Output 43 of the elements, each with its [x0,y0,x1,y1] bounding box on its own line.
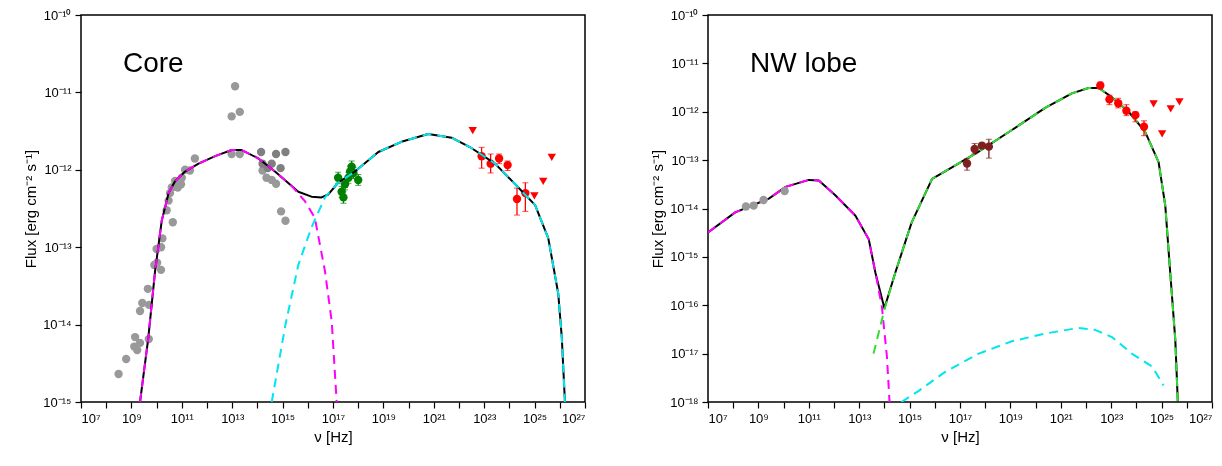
annotation: Core [123,47,184,78]
y-tick-label: 10⁻¹⁰ [43,7,72,23]
x-tick-label: 10¹¹ [170,410,195,426]
y-tick-label: 10⁻¹⁶ [670,297,699,313]
y-tick-label: 10⁻¹² [44,162,73,178]
y-tick-label: 10⁻¹¹ [44,84,73,100]
x-tick-label: 10²⁷ [562,410,586,426]
x-tick-label: 10²⁵ [1150,410,1175,426]
y-tick-label: 10⁻¹² [671,104,700,120]
x-tick-label: 10¹⁹ [998,410,1024,426]
x-tick-label: 10²³ [1100,410,1124,426]
x-tick-label: 10²³ [473,410,497,426]
x-tick-label: 10¹⁵ [271,410,296,426]
y-axis-title: Flux [erg cm⁻² s⁻¹] [22,149,40,269]
y-tick-label: 10⁻¹⁵ [43,394,72,410]
x-tick-label: 10¹⁷ [321,410,346,426]
x-tick-label: 10⁹ [748,410,769,426]
x-tick-label: 10²¹ [422,410,447,426]
y-tick-label: 10⁻¹⁵ [670,249,699,265]
x-tick-label: 10⁷ [81,410,101,426]
x-axis-title: ν [Hz] [314,427,353,445]
x-axis-title: ν [Hz] [941,427,980,445]
y-axis-title: Flux [erg cm⁻² s⁻¹] [649,149,667,269]
x-tick-label: 10¹⁷ [948,410,973,426]
y-tick-label: 10⁻¹⁸ [670,394,699,410]
x-tick-label: 10¹⁹ [371,410,397,426]
y-tick-label: 10⁻¹⁰ [670,7,699,23]
y-tick-label: 10⁻¹⁴ [670,201,699,216]
y-tick-label: 10⁻¹³ [671,152,700,168]
y-tick-label: 10⁻¹⁴ [43,317,72,333]
y-tick-label: 10⁻¹⁷ [671,346,699,362]
x-tick-label: 10²⁷ [1189,410,1213,426]
x-tick-label: 10¹⁵ [898,410,923,426]
x-tick-label: 10¹³ [848,410,872,426]
y-tick-label: 10⁻¹³ [44,239,73,255]
x-tick-label: 10⁷ [708,410,728,426]
annotation: NW lobe [750,47,858,78]
x-tick-label: 10¹³ [221,410,245,426]
x-tick-label: 10²¹ [1049,410,1074,426]
x-tick-label: 10⁹ [121,410,142,426]
y-tick-label: 10⁻¹¹ [671,55,700,71]
x-tick-label: 10¹¹ [797,410,822,426]
x-tick-label: 10²⁵ [523,410,548,426]
